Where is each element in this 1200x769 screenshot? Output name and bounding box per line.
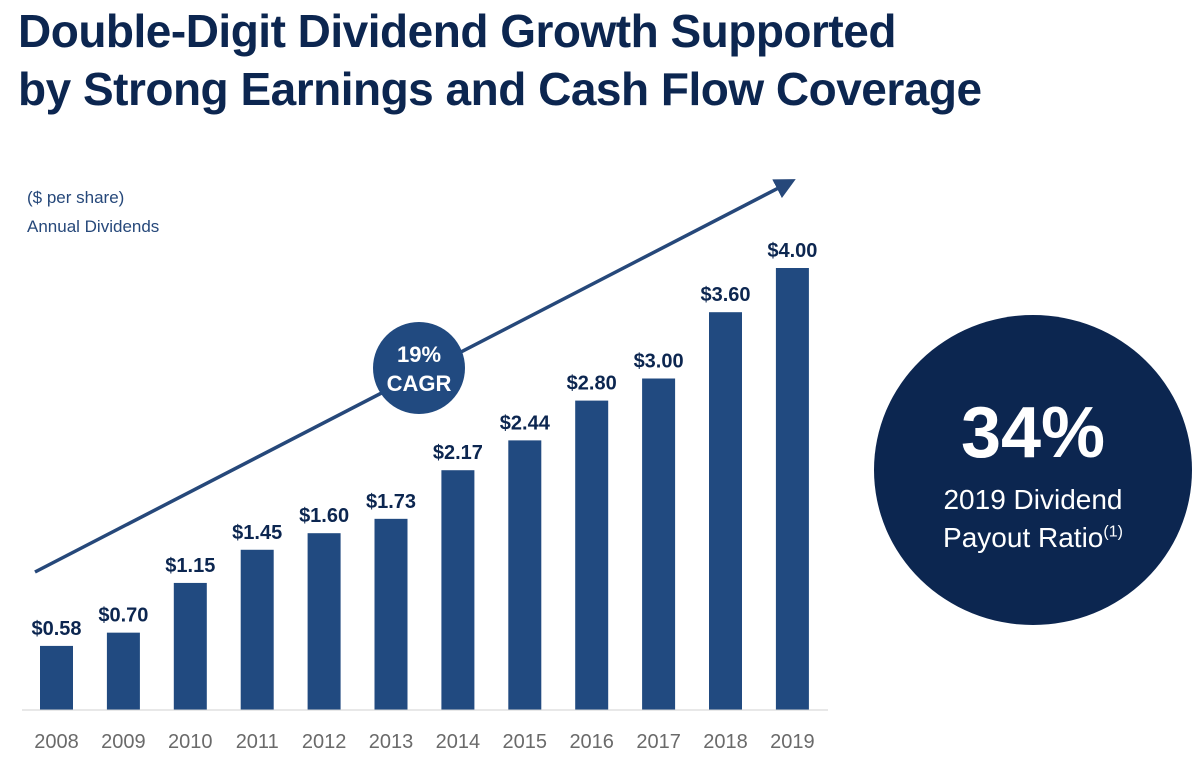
value-label-2010: $1.15 xyxy=(165,555,215,577)
value-label-2015: $2.44 xyxy=(500,412,551,434)
dividend-bar-chart: $0.58 $0.70 $1.15 $1.45 $1.60 $1.73 $2.17 $2.44… xyxy=(22,179,828,753)
value-label-2012: $1.60 xyxy=(299,505,349,527)
bar-2019 xyxy=(775,268,809,710)
x-tick-2008: 2008 xyxy=(34,731,79,753)
value-label-2013: $1.73 xyxy=(366,491,416,513)
bar-2018 xyxy=(709,312,742,710)
value-label-2009: $0.70 xyxy=(98,605,148,627)
value-label-2017: $3.00 xyxy=(634,351,684,373)
value-label-2019: $4.00 xyxy=(767,240,817,262)
payout-label-line-1: 2019 Dividend xyxy=(943,484,1123,515)
payout-label-text: Payout Ratio xyxy=(943,522,1104,553)
payout-label-line-2: Payout Ratio(1) xyxy=(874,519,1192,557)
x-tick-2019: 2019 xyxy=(770,731,815,753)
bar-group xyxy=(40,268,809,710)
value-label-2011: $1.45 xyxy=(232,522,282,544)
bar-2013 xyxy=(374,518,408,710)
chart-subtitle: ($ per share) Annual Dividends xyxy=(27,183,159,241)
title-line-1: Double-Digit Dividend Growth Supported xyxy=(18,5,896,57)
bar-2015 xyxy=(508,440,542,710)
x-tick-2018: 2018 xyxy=(703,731,748,753)
payout-ratio-circle: 34% 2019 Dividend Payout Ratio(1) xyxy=(874,315,1192,625)
series-label: Annual Dividends xyxy=(27,217,160,236)
x-tick-2015: 2015 xyxy=(503,731,548,753)
bar-2012 xyxy=(307,533,341,710)
x-tick-2014: 2014 xyxy=(436,731,481,753)
bar-2014 xyxy=(441,470,475,710)
cagr-badge: 19% CAGR xyxy=(373,322,465,414)
bar-2011 xyxy=(240,549,274,710)
cagr-label: CAGR xyxy=(387,371,452,396)
bar-2016 xyxy=(575,400,609,710)
tick-label-group: 2008 2009 2010 2011 2012 2013 2014 2015 2016 2017… xyxy=(34,731,814,753)
value-label-2018: $3.60 xyxy=(700,284,750,306)
x-tick-2010: 2010 xyxy=(168,731,213,753)
value-label-2008: $0.58 xyxy=(31,618,81,640)
payout-ratio-label: 2019 Dividend Payout Ratio(1) xyxy=(874,481,1192,557)
x-tick-2009: 2009 xyxy=(101,731,146,753)
unit-label: ($ per share) xyxy=(27,188,125,207)
value-label-2014: $2.17 xyxy=(433,442,483,464)
title-line-2: by Strong Earnings and Cash Flow Coverag… xyxy=(18,63,982,115)
value-label-group: $0.58 $0.70 $1.15 $1.45 $1.60 $1.73 $2.17 $2.44… xyxy=(31,240,817,640)
page-title: Double-Digit Dividend Growth Supported b… xyxy=(18,2,982,118)
bar-2017 xyxy=(642,378,676,710)
x-tick-2013: 2013 xyxy=(369,731,414,753)
footnote-marker: (1) xyxy=(1103,523,1123,541)
x-tick-2011: 2011 xyxy=(236,731,279,753)
x-tick-2017: 2017 xyxy=(636,731,681,753)
x-tick-2016: 2016 xyxy=(569,731,614,753)
bar-2010 xyxy=(173,582,207,710)
cagr-percent: 19% xyxy=(397,342,441,367)
cagr-circle xyxy=(373,322,465,414)
x-tick-2012: 2012 xyxy=(302,731,347,753)
payout-ratio-value: 34% xyxy=(960,393,1106,473)
bar-2008 xyxy=(40,645,73,710)
bar-2009 xyxy=(106,632,140,710)
value-label-2016: $2.80 xyxy=(567,373,617,395)
